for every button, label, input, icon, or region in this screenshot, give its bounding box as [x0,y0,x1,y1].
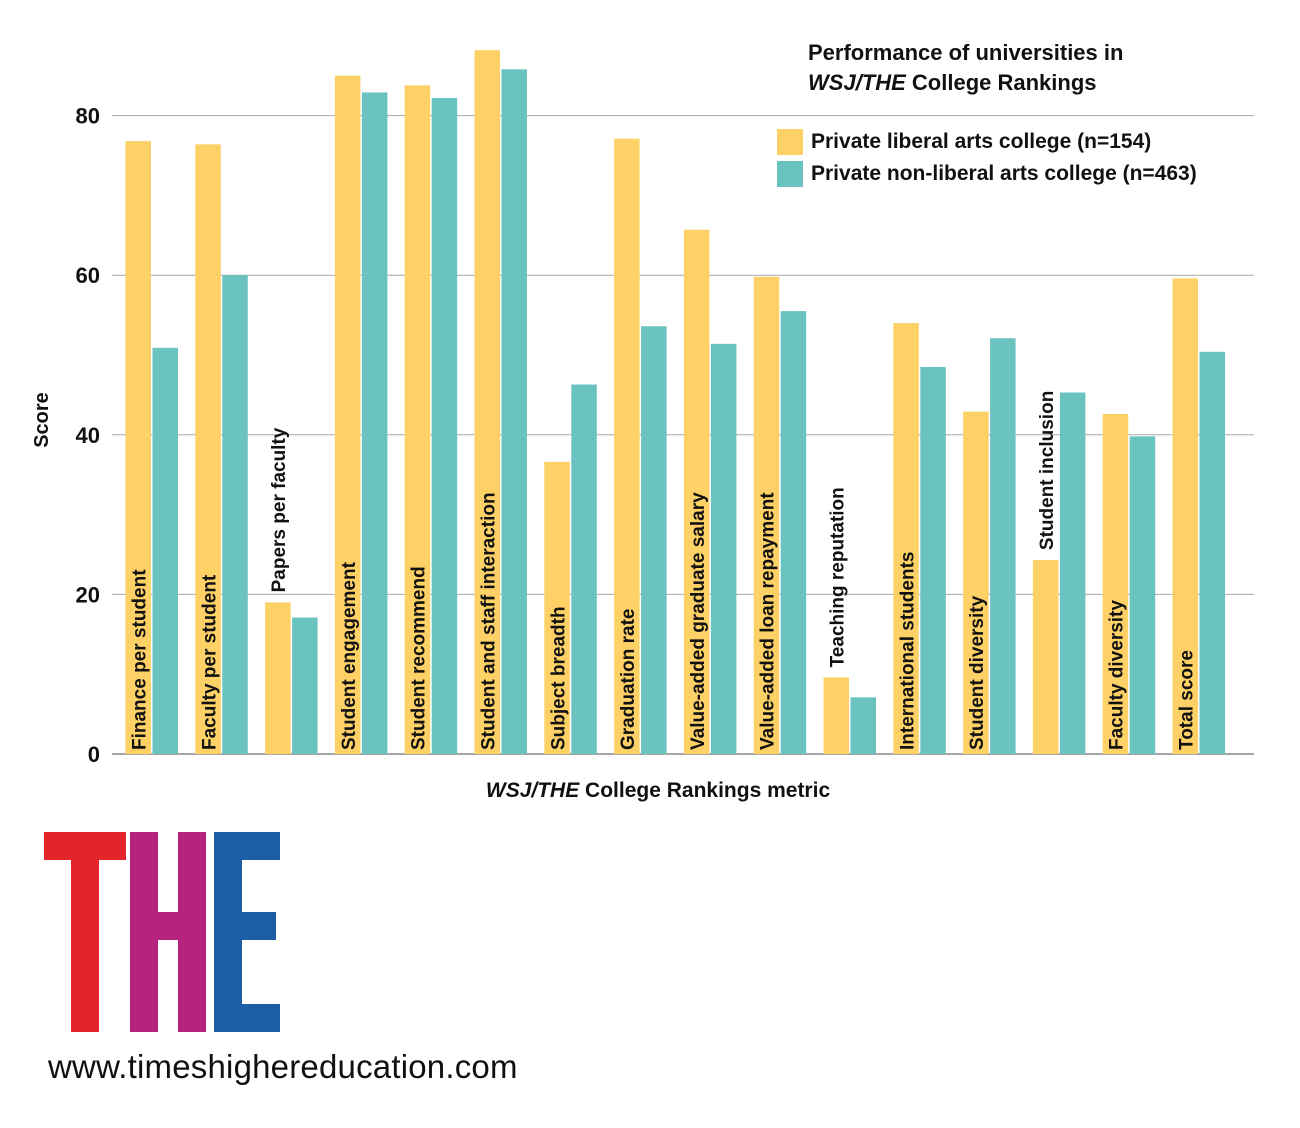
website-url: www.timeshighereducation.com [48,1048,518,1085]
logo-letter-e [214,832,280,1032]
legend-item-liberal-arts: Private liberal arts college (n=154) [777,126,1197,158]
logo-letter-t [44,832,126,1032]
bar-non-liberal-arts [361,92,388,754]
bar-non-liberal-arts [641,326,667,754]
bar-liberal-arts [614,138,640,754]
y-axis-ticks: 0 20 40 60 80 [76,104,100,767]
legend-swatch-liberal-arts [777,129,803,155]
the-logo [44,832,280,1032]
bar-non-liberal-arts [1129,436,1156,754]
x-axis-label-italic: WSJ/THE [485,779,580,802]
bar-liberal-arts [893,323,919,754]
category-label: Total score [1177,650,1198,750]
bar-liberal-arts [125,141,151,755]
bar-liberal-arts [1102,414,1129,754]
category-label: Student recommend [409,566,430,750]
legend-swatch-non-liberal-arts [777,161,803,187]
bar-non-liberal-arts [431,98,458,754]
category-labels: Finance per student Faculty per student Pa… [130,391,1198,750]
category-label: Value-added graduate salary [688,492,709,750]
logo-letter-h [130,832,206,1032]
bar-non-liberal-arts [710,343,737,754]
bar-liberal-arts [753,276,780,754]
bar-liberal-arts [404,85,431,754]
category-label: Student and staff interaction [479,492,500,750]
chart-title-line1: Performance of universities in [808,40,1124,65]
bar-non-liberal-arts [990,338,1016,754]
bar-non-liberal-arts [152,347,178,754]
bar-liberal-arts [963,411,989,754]
category-label: Teaching reputation [828,487,849,667]
category-label: Papers per faculty [269,427,290,592]
category-label: Student diversity [967,595,988,750]
y-axis-label: Score [31,392,53,448]
y-tick-label: 60 [76,263,100,288]
bar-liberal-arts [1032,560,1059,754]
bar-liberal-arts [474,50,500,754]
y-tick-label: 0 [88,742,100,767]
bar-non-liberal-arts [780,311,807,754]
bar-non-liberal-arts [571,384,597,754]
bars [125,50,1225,755]
category-label: Student inclusion [1037,391,1058,550]
bar-non-liberal-arts [920,366,946,754]
legend-label-liberal-arts: Private liberal arts college (n=154) [811,130,1152,153]
x-axis-label-rest: College Rankings metric [579,779,831,802]
bar-liberal-arts [823,677,849,754]
chart-title-line2: WSJ/THE College Rankings [808,68,1123,98]
category-label: Graduation rate [618,609,639,750]
legend-item-non-liberal-arts: Private non-liberal arts college (n=463) [777,158,1197,190]
bar-non-liberal-arts [222,275,248,754]
category-label: Subject breadth [548,606,569,750]
bar-liberal-arts [544,461,570,754]
chart-title-italic: WSJ/THE [808,70,906,95]
category-label: Faculty per student [199,574,220,750]
y-tick-label: 20 [76,582,100,607]
bar-liberal-arts [1172,278,1198,754]
y-tick-label: 40 [76,423,100,448]
chart-title: Performance of universities in WSJ/THE C… [808,38,1123,98]
bar-non-liberal-arts [1199,351,1225,754]
bar-non-liberal-arts [292,617,318,754]
x-axis-label: WSJ/THE College Rankings metric [0,779,1300,803]
category-label: Student engagement [339,561,360,750]
bar-non-liberal-arts [1059,392,1086,754]
bar-liberal-arts [683,229,710,755]
category-label: Value-added loan repayment [758,492,779,750]
chart-title-rest: College Rankings [905,70,1097,95]
category-label: Faculty diversity [1107,600,1128,750]
bar-liberal-arts [265,602,291,754]
bar-liberal-arts [334,75,361,754]
bar-non-liberal-arts [850,697,876,754]
bar-non-liberal-arts [501,69,527,755]
bar-chart: 0 20 40 60 80 Score Finance per student Facul… [31,50,1254,767]
category-label: International students [897,552,918,750]
category-label: Finance per student [130,569,151,750]
legend: Private liberal arts college (n=154) Pri… [777,126,1197,190]
y-tick-label: 80 [76,104,100,129]
bar-liberal-arts [195,144,221,754]
legend-label-non-liberal-arts: Private non-liberal arts college (n=463) [811,162,1197,185]
